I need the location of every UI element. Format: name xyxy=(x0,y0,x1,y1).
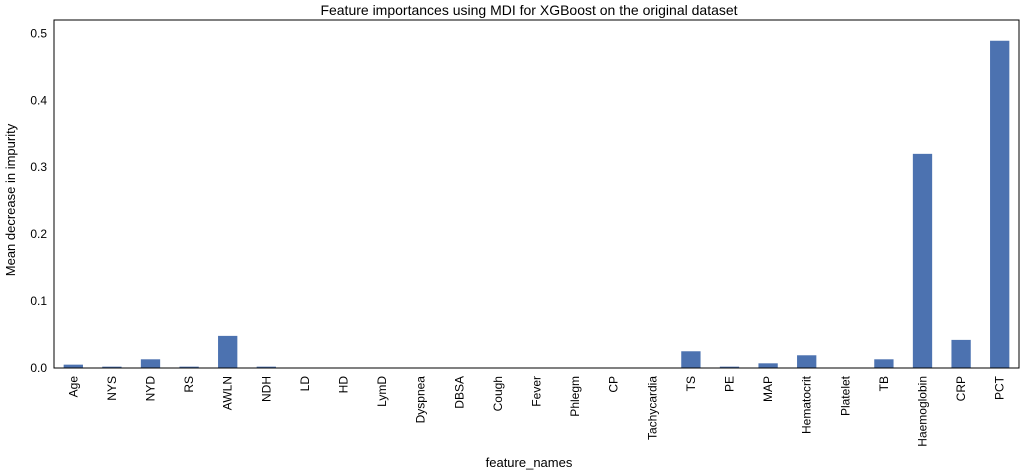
x-tick-label: CP xyxy=(607,376,621,393)
x-tick-label: Cough xyxy=(491,376,505,411)
x-axis-label: feature_names xyxy=(486,455,573,470)
x-tick-label: TB xyxy=(877,376,891,391)
y-tick-label: 0.0 xyxy=(30,361,47,375)
x-tick-label: PCT xyxy=(993,375,1007,400)
y-tick-label: 0.1 xyxy=(30,294,47,308)
y-tick-label: 0.3 xyxy=(30,160,47,174)
y-tick-label: 0.5 xyxy=(30,26,47,40)
x-tick-label: RS xyxy=(182,376,196,393)
bar-haemoglobin xyxy=(912,153,933,368)
chart-title: Feature importances using MDI for XGBoos… xyxy=(320,2,737,18)
x-tick-label: Dyspnea xyxy=(414,376,428,424)
x-tick-label: HD xyxy=(337,376,351,394)
x-tick-label: AWLN xyxy=(221,376,235,410)
bar-age xyxy=(63,364,83,368)
x-ticks-group: Age NYS NYD RS AWLN NDH LD HD LymD Dyspnea DBSA Cou… xyxy=(66,375,1006,446)
x-tick-label: Platelet xyxy=(838,375,852,416)
y-ticks-group: 0.0 0.1 0.2 0.3 0.4 0.5 xyxy=(30,26,47,375)
plot-frame xyxy=(53,19,1020,369)
x-tick-label: PE xyxy=(723,376,737,392)
x-tick-label: NDH xyxy=(259,376,273,402)
bar-tb xyxy=(874,359,894,368)
x-tick-label: LD xyxy=(298,376,312,392)
x-tick-label: Haemoglobin xyxy=(916,376,930,447)
x-tick-label: Age xyxy=(66,376,80,398)
x-tick-label: TS xyxy=(684,376,698,391)
bar-crp xyxy=(951,339,971,368)
y-tick-label: 0.4 xyxy=(30,93,47,107)
bar-hematocrit xyxy=(797,355,817,368)
bar-nyd xyxy=(140,359,161,368)
bars-group xyxy=(63,40,1010,368)
bar-nys xyxy=(102,366,122,368)
y-tick-label: 0.2 xyxy=(30,227,47,241)
bar-map xyxy=(758,363,778,368)
bar-ndh xyxy=(256,366,276,368)
x-tick-label: Fever xyxy=(530,376,544,407)
x-tick-label: Phlegm xyxy=(568,376,582,417)
x-tick-label: DBSA xyxy=(452,376,466,409)
x-tick-label: Hematocrit xyxy=(800,375,814,434)
x-tick-label: Tachycardia xyxy=(645,376,659,440)
x-tick-label: LymD xyxy=(375,376,389,407)
x-tick-label: NYD xyxy=(144,376,158,402)
bar-pct xyxy=(990,40,1010,368)
bar-ts xyxy=(681,351,701,368)
y-axis-label: Mean decrease in impurity xyxy=(3,123,18,276)
bar-rs xyxy=(179,366,199,368)
x-tick-label: CRP xyxy=(954,376,968,401)
x-tick-label: MAP xyxy=(761,376,775,402)
bar-pe xyxy=(719,366,740,368)
x-tick-label: NYS xyxy=(105,376,119,401)
bar-awln xyxy=(218,335,238,368)
